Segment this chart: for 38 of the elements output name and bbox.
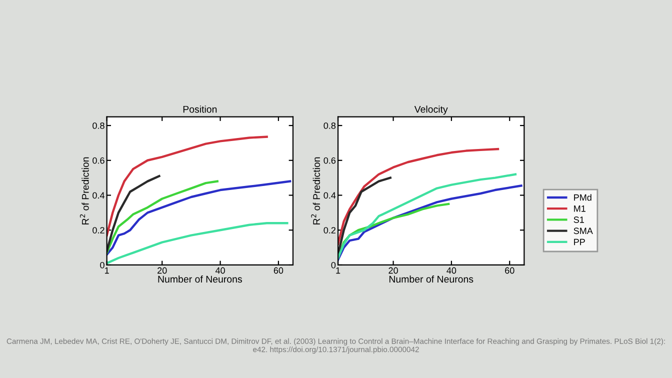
legend-label: S1 (574, 216, 584, 223)
line-series (106, 174, 160, 252)
y-axis-title: R$^{2}$ of Prediction (311, 157, 320, 224)
line-series (338, 176, 392, 256)
x-tick-label: 40 (215, 267, 225, 274)
line-series (106, 180, 218, 254)
y-tick-label: 0.6 (324, 157, 336, 164)
line-series (338, 184, 522, 261)
legend-label: PMd (574, 194, 592, 201)
line-series (106, 180, 292, 256)
y-tick-label: 0 (331, 262, 336, 268)
y-tick-label: 0.4 (92, 192, 104, 199)
legend-label: SMA (574, 228, 593, 234)
y-tick-label: 0.4 (324, 192, 336, 199)
line-series (106, 222, 288, 264)
line-series (338, 173, 517, 260)
y-tick-label: 0.6 (92, 157, 104, 164)
line-series (338, 148, 500, 246)
x-axis-title: Number of Neurons (389, 275, 474, 283)
x-tick-label: 60 (274, 267, 284, 274)
y-tick-label: 0.8 (92, 122, 104, 129)
chart-title: Velocity (414, 106, 448, 115)
x-axis-title: Number of Neurons (158, 275, 242, 283)
chart-title: Position (183, 106, 217, 113)
y-axis-title: R$^{2}$ of Prediction (80, 157, 89, 224)
y-tick-label: 0.2 (324, 227, 336, 234)
x-tick-label: 60 (505, 267, 514, 274)
legend-label: M1 (574, 206, 586, 212)
y-tick-label: 0.8 (324, 122, 336, 129)
legend-label: PP (574, 238, 585, 246)
line-series (106, 136, 268, 236)
x-tick-label: 20 (158, 267, 167, 274)
y-tick-label: 0.2 (92, 227, 104, 234)
x-tick-label: 40 (446, 267, 456, 274)
y-tick-label: 0 (100, 262, 104, 268)
x-tick-label: 20 (388, 267, 398, 274)
x-tick-label: 1 (105, 267, 109, 274)
x-tick-label: 1 (336, 267, 340, 274)
